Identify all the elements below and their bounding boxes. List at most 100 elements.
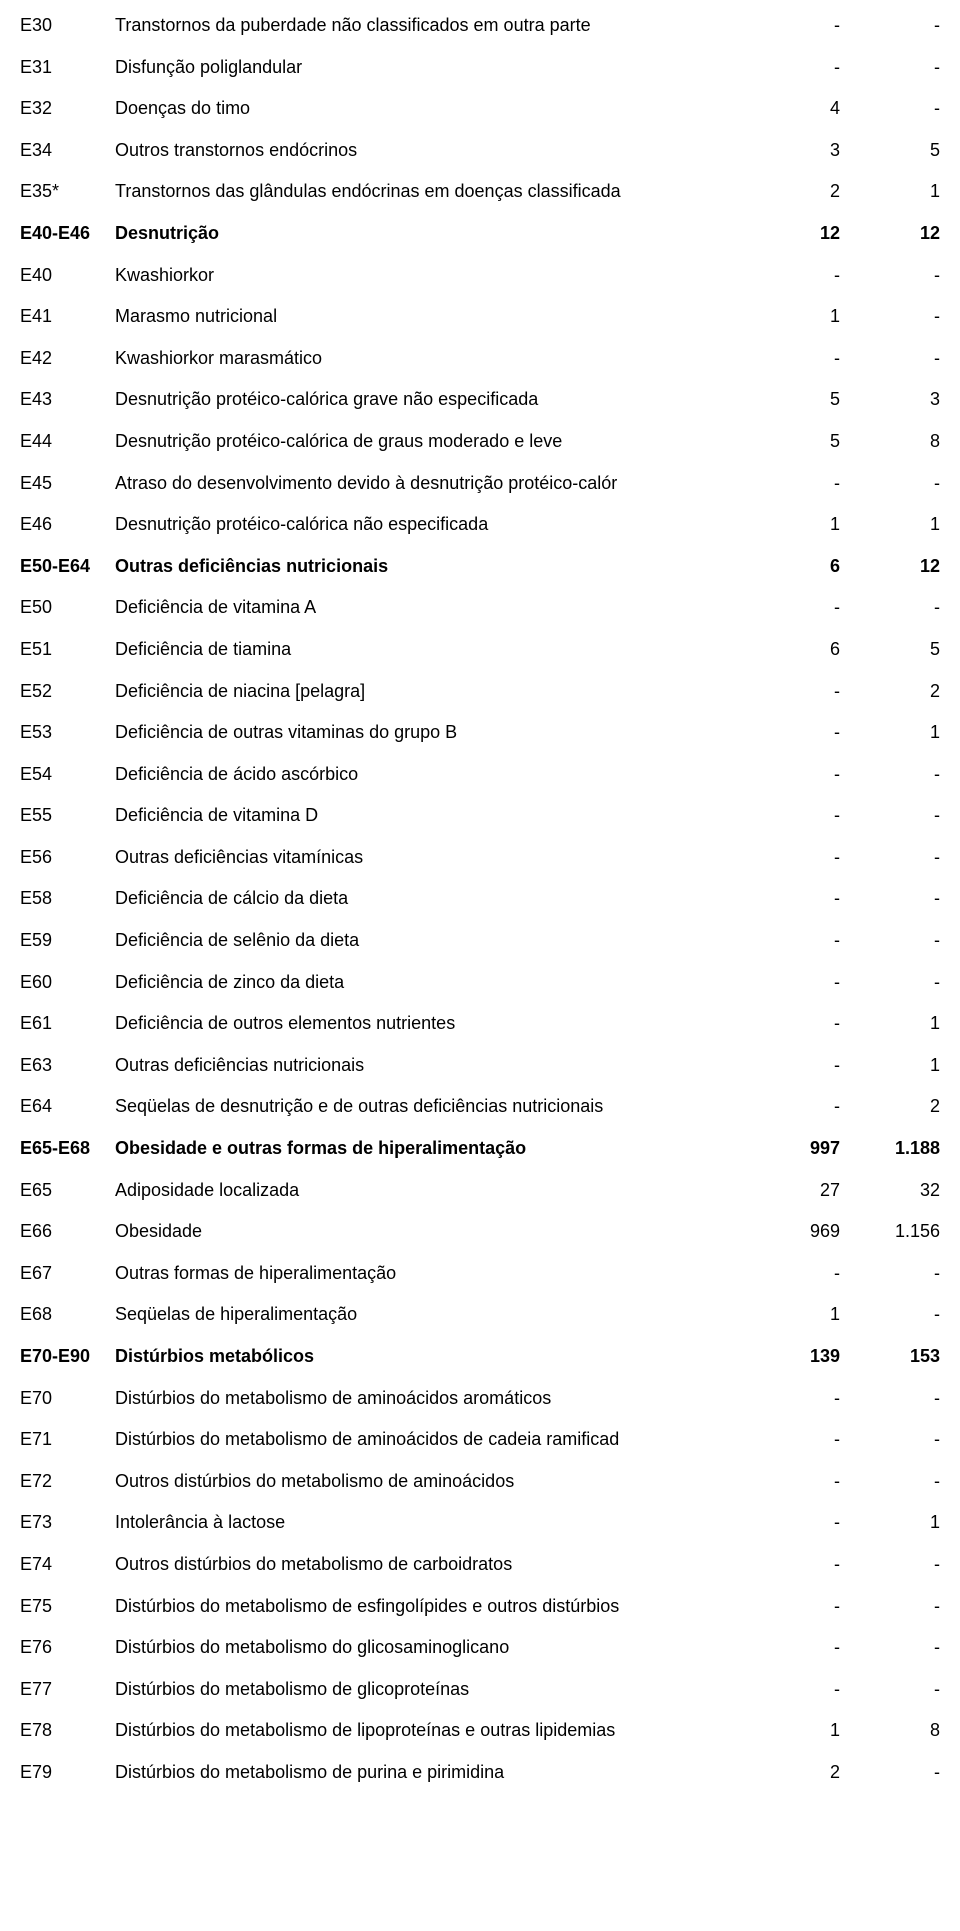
- row-code: E65: [20, 1180, 115, 1202]
- row-description: Kwashiorkor: [115, 265, 750, 287]
- table-row: E70Distúrbios do metabolismo de aminoáci…: [20, 1378, 940, 1420]
- table-row: E70-E90Distúrbios metabólicos139153: [20, 1336, 940, 1378]
- row-description: Outras formas de hiperalimentação: [115, 1263, 750, 1285]
- table-row: E68Seqüelas de hiperalimentação1-: [20, 1294, 940, 1336]
- table-row: E77Distúrbios do metabolismo de glicopro…: [20, 1669, 940, 1711]
- row-description: Distúrbios do metabolismo de aminoácidos…: [115, 1388, 750, 1410]
- table-row: E63Outras deficiências nutricionais-1: [20, 1045, 940, 1087]
- row-value-1: 6: [750, 639, 850, 661]
- row-value-1: 1: [750, 1720, 850, 1742]
- row-value-2: 5: [850, 639, 940, 661]
- row-code: E45: [20, 473, 115, 495]
- table-row: E75Distúrbios do metabolismo de esfingol…: [20, 1586, 940, 1628]
- row-code: E31: [20, 57, 115, 79]
- row-value-1: -: [750, 888, 850, 910]
- row-value-2: 32: [850, 1180, 940, 1202]
- row-value-1: -: [750, 1263, 850, 1285]
- row-description: Deficiência de cálcio da dieta: [115, 888, 750, 910]
- row-code: E73: [20, 1512, 115, 1534]
- table-row: E74Outros distúrbios do metabolismo de c…: [20, 1544, 940, 1586]
- row-value-1: -: [750, 972, 850, 994]
- row-value-2: 1: [850, 722, 940, 744]
- row-value-1: -: [750, 1554, 850, 1576]
- row-value-2: -: [850, 972, 940, 994]
- row-value-2: -: [850, 15, 940, 37]
- row-description: Kwashiorkor marasmático: [115, 348, 750, 370]
- row-code: E52: [20, 681, 115, 703]
- row-value-1: -: [750, 681, 850, 703]
- row-description: Seqüelas de hiperalimentação: [115, 1304, 750, 1326]
- row-value-2: 8: [850, 431, 940, 453]
- row-description: Distúrbios metabólicos: [115, 1346, 750, 1368]
- row-description: Transtornos das glândulas endócrinas em …: [115, 181, 750, 203]
- row-value-2: -: [850, 805, 940, 827]
- row-description: Deficiência de tiamina: [115, 639, 750, 661]
- row-value-2: 5: [850, 140, 940, 162]
- row-value-1: -: [750, 805, 850, 827]
- row-value-2: -: [850, 1471, 940, 1493]
- row-description: Desnutrição protéico-calórica não especi…: [115, 514, 750, 536]
- table-row: E31Disfunção poliglandular--: [20, 47, 940, 89]
- row-value-1: -: [750, 1637, 850, 1659]
- row-value-1: -: [750, 1471, 850, 1493]
- data-table: E30Transtornos da puberdade não classifi…: [20, 5, 940, 1794]
- row-value-2: -: [850, 1679, 940, 1701]
- row-description: Disfunção poliglandular: [115, 57, 750, 79]
- row-value-2: 153: [850, 1346, 940, 1368]
- table-row: E65Adiposidade localizada2732: [20, 1170, 940, 1212]
- row-value-2: 8: [850, 1720, 940, 1742]
- row-value-2: 1.188: [850, 1138, 940, 1160]
- row-description: Doenças do timo: [115, 98, 750, 120]
- row-description: Adiposidade localizada: [115, 1180, 750, 1202]
- table-row: E64Seqüelas de desnutrição e de outras d…: [20, 1086, 940, 1128]
- table-row: E67Outras formas de hiperalimentação--: [20, 1253, 940, 1295]
- row-code: E71: [20, 1429, 115, 1451]
- row-value-2: -: [850, 764, 940, 786]
- row-description: Deficiência de niacina [pelagra]: [115, 681, 750, 703]
- row-code: E61: [20, 1013, 115, 1035]
- row-value-1: -: [750, 1429, 850, 1451]
- row-code: E44: [20, 431, 115, 453]
- table-row: E78Distúrbios do metabolismo de lipoprot…: [20, 1710, 940, 1752]
- row-code: E34: [20, 140, 115, 162]
- row-code: E35*: [20, 181, 115, 203]
- row-value-2: -: [850, 1762, 940, 1784]
- row-value-1: -: [750, 1512, 850, 1534]
- row-code: E70-E90: [20, 1346, 115, 1368]
- row-value-1: -: [750, 57, 850, 79]
- row-code: E53: [20, 722, 115, 744]
- table-row: E44Desnutrição protéico-calórica de grau…: [20, 421, 940, 463]
- row-code: E72: [20, 1471, 115, 1493]
- row-description: Deficiência de selênio da dieta: [115, 930, 750, 952]
- row-code: E32: [20, 98, 115, 120]
- row-description: Desnutrição protéico-calórica grave não …: [115, 389, 750, 411]
- row-value-2: 2: [850, 1096, 940, 1118]
- row-value-1: -: [750, 764, 850, 786]
- row-code: E78: [20, 1720, 115, 1742]
- row-code: E75: [20, 1596, 115, 1618]
- row-value-1: 6: [750, 556, 850, 578]
- row-description: Outras deficiências nutricionais: [115, 556, 750, 578]
- row-code: E40: [20, 265, 115, 287]
- row-value-2: -: [850, 1554, 940, 1576]
- row-description: Marasmo nutricional: [115, 306, 750, 328]
- row-value-2: -: [850, 1263, 940, 1285]
- row-code: E74: [20, 1554, 115, 1576]
- row-value-1: 1: [750, 1304, 850, 1326]
- row-value-2: -: [850, 1304, 940, 1326]
- row-code: E67: [20, 1263, 115, 1285]
- row-value-2: 3: [850, 389, 940, 411]
- row-value-1: 5: [750, 389, 850, 411]
- table-row: E71Distúrbios do metabolismo de aminoáci…: [20, 1419, 940, 1461]
- row-value-1: -: [750, 473, 850, 495]
- row-description: Outros transtornos endócrinos: [115, 140, 750, 162]
- table-row: E53Deficiência de outras vitaminas do gr…: [20, 712, 940, 754]
- table-row: E72Outros distúrbios do metabolismo de a…: [20, 1461, 940, 1503]
- row-description: Deficiência de ácido ascórbico: [115, 764, 750, 786]
- row-code: E56: [20, 847, 115, 869]
- table-row: E43Desnutrição protéico-calórica grave n…: [20, 379, 940, 421]
- row-description: Obesidade: [115, 1221, 750, 1243]
- row-value-1: -: [750, 1055, 850, 1077]
- row-value-1: -: [750, 348, 850, 370]
- row-code: E59: [20, 930, 115, 952]
